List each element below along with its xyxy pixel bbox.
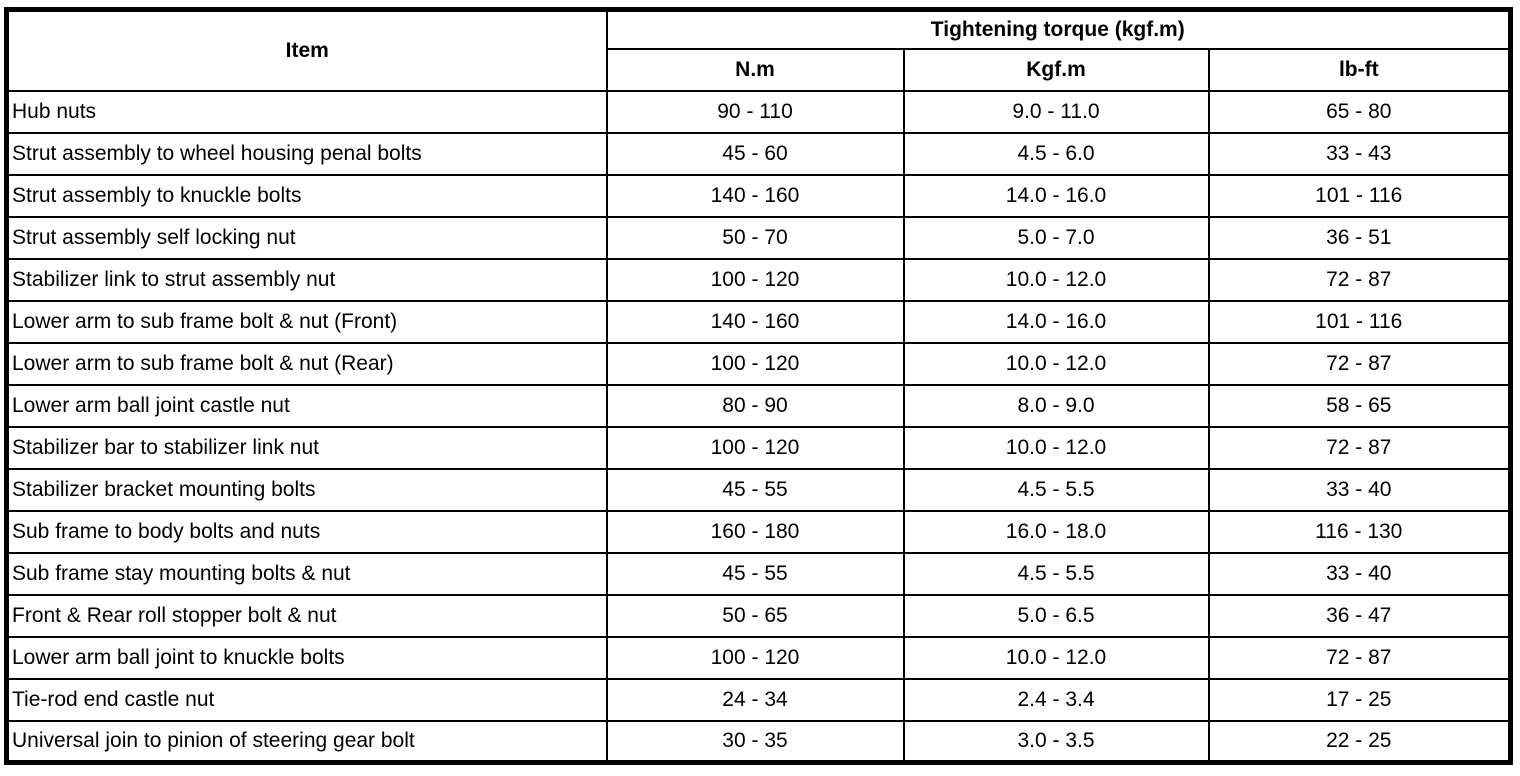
kgfm-cell: 10.0 - 12.0 xyxy=(902,635,1210,680)
lbft-cell: 33 - 40 xyxy=(1207,467,1512,512)
torque-spec-table-container: Item Tightening torque (kgf.m) N.m Kgf.m… xyxy=(4,7,1514,765)
item-cell: Hub nuts xyxy=(5,89,608,134)
nm-cell: 45 - 55 xyxy=(605,467,905,512)
kgfm-cell: 16.0 - 18.0 xyxy=(902,509,1210,554)
item-cell: Stabilizer bar to stabilizer link nut xyxy=(5,425,608,470)
table-row: Sub frame stay mounting bolts & nut 45 -… xyxy=(5,551,1512,596)
kgfm-cell: 10.0 - 12.0 xyxy=(902,257,1210,302)
nm-cell: 100 - 120 xyxy=(605,425,905,470)
item-cell: Front & Rear roll stopper bolt & nut xyxy=(5,593,608,638)
table-row: Stabilizer link to strut assembly nut 10… xyxy=(5,257,1512,302)
column-header-lbft: lb-ft xyxy=(1207,47,1512,92)
item-cell: Universal join to pinion of steering gea… xyxy=(5,719,608,764)
nm-cell: 80 - 90 xyxy=(605,383,905,428)
torque-spec-table: Item Tightening torque (kgf.m) N.m Kgf.m… xyxy=(4,7,1514,765)
table-row: Hub nuts 90 - 110 9.0 - 11.0 65 - 80 xyxy=(5,89,1512,134)
column-header-kgfm: Kgf.m xyxy=(902,47,1210,92)
nm-cell: 100 - 120 xyxy=(605,257,905,302)
nm-cell: 100 - 120 xyxy=(605,635,905,680)
table-row: Lower arm ball joint to knuckle bolts 10… xyxy=(5,635,1512,680)
nm-cell: 140 - 160 xyxy=(605,173,905,218)
lbft-cell: 58 - 65 xyxy=(1207,383,1512,428)
item-cell: Lower arm to sub frame bolt & nut (Front… xyxy=(5,299,608,344)
kgfm-cell: 10.0 - 12.0 xyxy=(902,341,1210,386)
nm-cell: 100 - 120 xyxy=(605,341,905,386)
table-row: Strut assembly to wheel housing penal bo… xyxy=(5,131,1512,176)
table-row: Sub frame to body bolts and nuts 160 - 1… xyxy=(5,509,1512,554)
nm-cell: 140 - 160 xyxy=(605,299,905,344)
item-cell: Lower arm to sub frame bolt & nut (Rear) xyxy=(5,341,608,386)
nm-cell: 45 - 60 xyxy=(605,131,905,176)
lbft-cell: 101 - 116 xyxy=(1207,173,1512,218)
lbft-cell: 101 - 116 xyxy=(1207,299,1512,344)
table-row: Lower arm ball joint castle nut 80 - 90 … xyxy=(5,383,1512,428)
item-cell: Sub frame to body bolts and nuts xyxy=(5,509,608,554)
lbft-cell: 116 - 130 xyxy=(1207,509,1512,554)
item-cell: Stabilizer bracket mounting bolts xyxy=(5,467,608,512)
item-cell: Sub frame stay mounting bolts & nut xyxy=(5,551,608,596)
item-cell: Strut assembly to knuckle bolts xyxy=(5,173,608,218)
kgfm-cell: 4.5 - 5.5 xyxy=(902,467,1210,512)
item-cell: Lower arm ball joint castle nut xyxy=(5,383,608,428)
table-row: Lower arm to sub frame bolt & nut (Rear)… xyxy=(5,341,1512,386)
nm-cell: 50 - 70 xyxy=(605,215,905,260)
lbft-cell: 72 - 87 xyxy=(1207,635,1512,680)
kgfm-cell: 5.0 - 7.0 xyxy=(902,215,1210,260)
lbft-cell: 22 - 25 xyxy=(1207,719,1512,764)
item-cell: Strut assembly to wheel housing penal bo… xyxy=(5,131,608,176)
lbft-cell: 17 - 25 xyxy=(1207,677,1512,722)
kgfm-cell: 9.0 - 11.0 xyxy=(902,89,1210,134)
kgfm-cell: 8.0 - 9.0 xyxy=(902,383,1210,428)
item-cell: Stabilizer link to strut assembly nut xyxy=(5,257,608,302)
kgfm-cell: 14.0 - 16.0 xyxy=(902,299,1210,344)
item-cell: Strut assembly self locking nut xyxy=(5,215,608,260)
table-row: Strut assembly self locking nut 50 - 70 … xyxy=(5,215,1512,260)
lbft-cell: 65 - 80 xyxy=(1207,89,1512,134)
nm-cell: 45 - 55 xyxy=(605,551,905,596)
kgfm-cell: 14.0 - 16.0 xyxy=(902,173,1210,218)
table-row: Tie-rod end castle nut 24 - 34 2.4 - 3.4… xyxy=(5,677,1512,722)
lbft-cell: 72 - 87 xyxy=(1207,425,1512,470)
table-row: Front & Rear roll stopper bolt & nut 50 … xyxy=(5,593,1512,638)
column-header-item: Item xyxy=(5,8,608,92)
kgfm-cell: 3.0 - 3.5 xyxy=(902,719,1210,764)
lbft-cell: 33 - 40 xyxy=(1207,551,1512,596)
nm-cell: 24 - 34 xyxy=(605,677,905,722)
item-cell: Tie-rod end castle nut xyxy=(5,677,608,722)
lbft-cell: 72 - 87 xyxy=(1207,341,1512,386)
kgfm-cell: 4.5 - 6.0 xyxy=(902,131,1210,176)
kgfm-cell: 5.0 - 6.5 xyxy=(902,593,1210,638)
kgfm-cell: 2.4 - 3.4 xyxy=(902,677,1210,722)
kgfm-cell: 10.0 - 12.0 xyxy=(902,425,1210,470)
item-cell: Lower arm ball joint to knuckle bolts xyxy=(5,635,608,680)
table-row: Stabilizer bar to stabilizer link nut 10… xyxy=(5,425,1512,470)
lbft-cell: 33 - 43 xyxy=(1207,131,1512,176)
table-row: Strut assembly to knuckle bolts 140 - 16… xyxy=(5,173,1512,218)
table-row: Universal join to pinion of steering gea… xyxy=(5,719,1512,764)
nm-cell: 50 - 65 xyxy=(605,593,905,638)
lbft-cell: 36 - 47 xyxy=(1207,593,1512,638)
column-header-nm: N.m xyxy=(605,47,905,92)
table-row: Stabilizer bracket mounting bolts 45 - 5… xyxy=(5,467,1512,512)
kgfm-cell: 4.5 - 5.5 xyxy=(902,551,1210,596)
lbft-cell: 72 - 87 xyxy=(1207,257,1512,302)
nm-cell: 30 - 35 xyxy=(605,719,905,764)
column-header-tightening-torque: Tightening torque (kgf.m) xyxy=(605,8,1512,50)
nm-cell: 90 - 110 xyxy=(605,89,905,134)
table-row: Lower arm to sub frame bolt & nut (Front… xyxy=(5,299,1512,344)
lbft-cell: 36 - 51 xyxy=(1207,215,1512,260)
nm-cell: 160 - 180 xyxy=(605,509,905,554)
